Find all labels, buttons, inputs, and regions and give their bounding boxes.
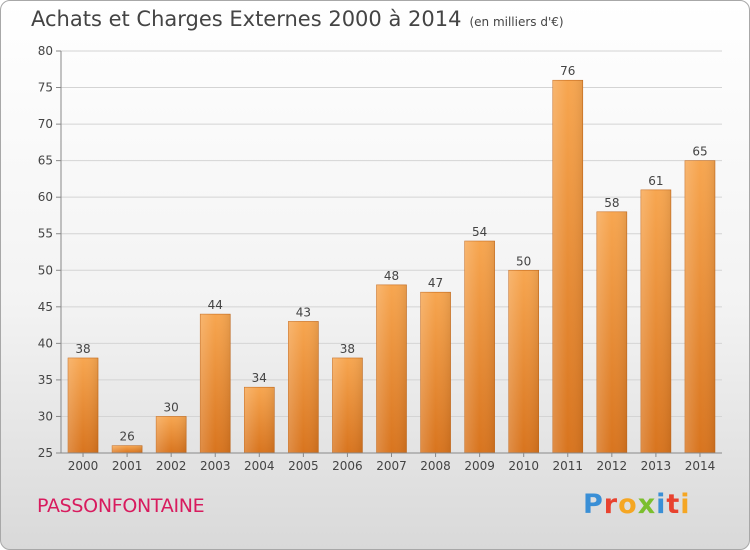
logo-letter: i	[680, 489, 691, 520]
y-tick-label: 25	[38, 446, 53, 460]
logo-letter: P	[583, 489, 604, 520]
x-tick-label: 2006	[332, 459, 363, 473]
bar-value-label: 54	[472, 225, 487, 239]
bar-value-label: 47	[428, 276, 443, 290]
bar-value-label: 43	[296, 305, 311, 319]
bar-shade-2010	[508, 270, 539, 453]
bar-value-label: 38	[75, 342, 90, 356]
chart-subtitle: (en milliers d'€)	[469, 15, 564, 29]
logo-letter: o	[618, 489, 638, 520]
bar-value-label: 58	[604, 196, 619, 210]
bar-shade-2001	[112, 445, 143, 453]
x-tick-label: 2009	[464, 459, 495, 473]
x-tick-label: 2001	[112, 459, 143, 473]
x-axis: 2000 2001 2002 2003 2004 2005 2006 2007 2008 2009…	[68, 453, 715, 473]
x-tick-label: 2005	[288, 459, 319, 473]
bar-value-label: 61	[648, 174, 663, 188]
bar-shade-2011	[552, 80, 583, 454]
y-tick-label: 45	[38, 300, 53, 314]
bar-value-label: 30	[164, 400, 179, 414]
bar-value-label: 26	[119, 430, 134, 444]
bar-value-label: 76	[560, 64, 575, 78]
bar-shade-2000	[68, 357, 99, 453]
bar-shade-2005	[288, 321, 319, 453]
bar-value-label: 50	[516, 254, 531, 268]
bar-value-label: 34	[252, 371, 267, 385]
commune-name: PASSONFONTAINE	[37, 495, 205, 517]
bar-value-label: 65	[692, 145, 707, 159]
y-tick-label: 40	[38, 336, 53, 350]
y-tick-label: 65	[38, 154, 53, 168]
x-tick-label: 2003	[200, 459, 231, 473]
logo-letter: i	[656, 489, 667, 520]
bar-shade-2003	[200, 314, 231, 453]
y-tick-label: 70	[38, 117, 53, 131]
logo-letter: r	[603, 489, 619, 520]
bar-shade-2006	[332, 357, 363, 453]
y-axis: 25 30 35 40 45 50 55 60 65 70 75 80	[38, 44, 61, 460]
x-tick-label: 2014	[685, 459, 716, 473]
bar-shade-2008	[420, 292, 451, 453]
x-tick-label: 2007	[376, 459, 407, 473]
bar-shade-2004	[244, 387, 275, 453]
x-tick-label: 2002	[156, 459, 187, 473]
y-tick-label: 75	[38, 81, 53, 95]
bar-shade-2009	[464, 241, 495, 453]
x-tick-label: 2004	[244, 459, 275, 473]
chart-title-text: Achats et Charges Externes 2000 à 2014	[31, 7, 462, 31]
bars: 38 26 30 44 34 43 38 48 47 54 50 76 58 61 65	[67, 64, 716, 454]
y-tick-label: 80	[38, 44, 53, 58]
logo-letter: t	[666, 489, 681, 520]
chart-title: Achats et Charges Externes 2000 à 2014 (e…	[31, 7, 564, 31]
y-tick-label: 60	[38, 190, 53, 204]
bar-shade-2007	[376, 284, 407, 453]
x-tick-label: 2012	[597, 459, 628, 473]
x-tick-label: 2013	[641, 459, 672, 473]
bar-value-label: 48	[384, 269, 399, 283]
bar-value-label: 38	[340, 342, 355, 356]
proxiti-logo: Proxiti	[583, 489, 691, 520]
bar-shade-2012	[596, 211, 627, 453]
y-tick-label: 55	[38, 227, 53, 241]
bar-value-label: 44	[208, 298, 223, 312]
y-tick-label: 50	[38, 263, 53, 277]
y-tick-label: 35	[38, 373, 53, 387]
x-tick-label: 2010	[508, 459, 539, 473]
x-tick-label: 2008	[420, 459, 451, 473]
bar-shade-2013	[640, 189, 671, 453]
x-tick-label: 2000	[68, 459, 99, 473]
logo-letter: x	[637, 489, 657, 520]
y-tick-label: 30	[38, 409, 53, 423]
bar-shade-2014	[684, 160, 715, 454]
bar-shade-2002	[156, 416, 187, 453]
x-tick-label: 2011	[552, 459, 583, 473]
